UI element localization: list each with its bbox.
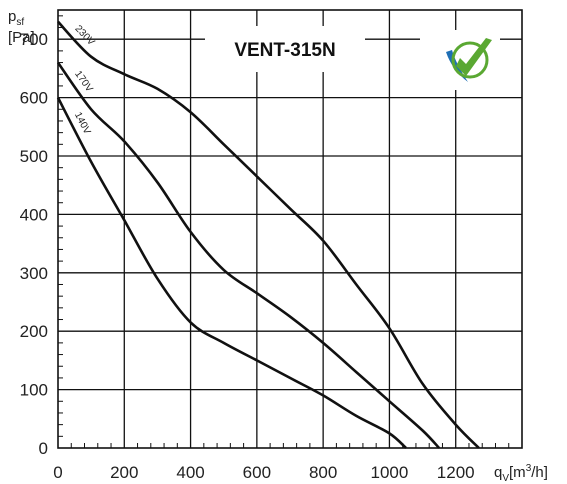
x-tick-label: 200 — [110, 463, 138, 482]
series-label-230v: 230V — [72, 23, 96, 48]
y-tick-label: 500 — [20, 147, 48, 166]
y-tick-label: 400 — [20, 205, 48, 224]
x-axis-label: qV[m3/h] — [494, 463, 548, 484]
plot-frame — [57, 9, 523, 449]
y-tick-label: 100 — [20, 381, 48, 400]
y-tick-label: 0 — [39, 439, 48, 458]
y-axis-unit: [Pa] — [8, 29, 35, 46]
y-tick-label: 300 — [20, 264, 48, 283]
y-tick-label: 700 — [20, 30, 48, 49]
chart-title: VENT-315N — [234, 40, 335, 61]
series-line-170v — [56, 61, 441, 449]
x-tick-label: 0 — [53, 463, 62, 482]
y-tick-label: 600 — [20, 89, 48, 108]
x-tick-label: 1200 — [437, 463, 475, 482]
x-tick-label: 800 — [309, 463, 337, 482]
series-label-170v: 170V — [72, 69, 95, 95]
x-tick-label: 400 — [176, 463, 204, 482]
x-tick-label: 1000 — [371, 463, 409, 482]
y-axis-label: psf — [8, 8, 24, 28]
y-tick-labels: 0 100 200 300 400 500 600 700 — [20, 30, 48, 458]
y-tick-label: 200 — [20, 322, 48, 341]
check-badge-icon — [420, 30, 500, 90]
minor-ticks — [58, 15, 510, 448]
series-lines — [56, 20, 480, 449]
series-line-140v — [56, 97, 407, 449]
x-tick-label: 600 — [243, 463, 271, 482]
title-box — [205, 26, 365, 72]
series-line-230v — [57, 20, 480, 449]
x-tick-labels: 0 200 400 600 800 1000 1200 — [53, 463, 474, 482]
